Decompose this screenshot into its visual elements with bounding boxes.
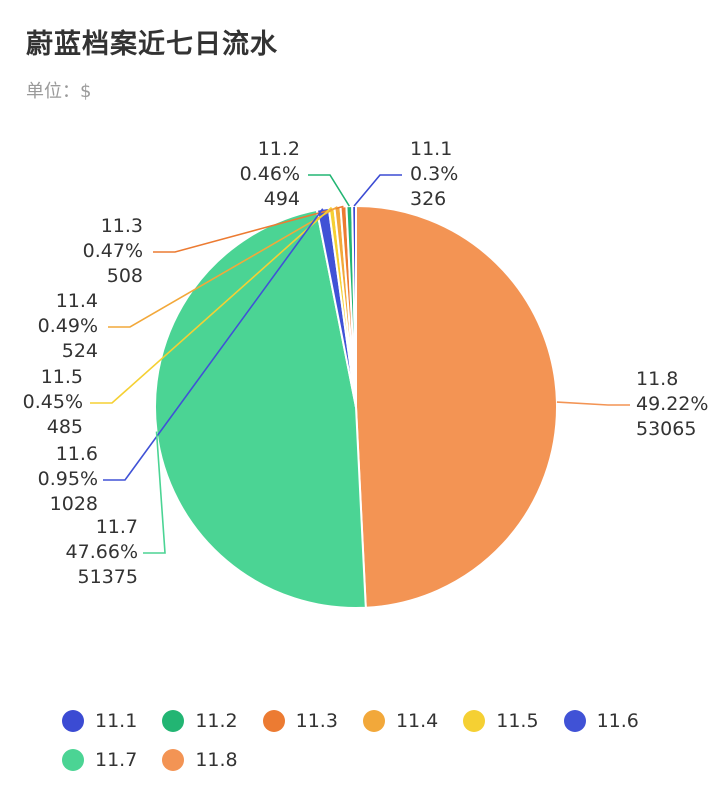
data-label-11.3-category: 11.3 [101,215,143,237]
unit-label: 单位：$ [26,81,92,102]
legend-label: 11.4 [395,710,439,732]
data-label-11.2-percent: 0.46% [240,163,300,185]
legend-marker-icon [162,710,185,732]
leader-line-11.5 [90,206,333,404]
legend-item-11.6[interactable]: 11.6 [563,706,639,736]
data-label-11.7-category: 11.7 [96,516,138,538]
data-label-11.2-value: 494 [264,188,300,210]
legend-item-11.2[interactable]: 11.2 [162,706,238,736]
legend-label: 11.7 [95,749,138,771]
data-label-11.6-category: 11.6 [56,443,98,465]
legend-marker-icon [563,710,586,732]
data-label-11.7-percent: 47.66% [66,541,138,563]
data-label-11.1-category: 11.1 [410,138,452,160]
leader-line-11.7 [143,431,166,554]
legend-marker-icon [162,749,185,771]
legend-item-11.1[interactable]: 11.1 [62,706,137,736]
data-label-11.6-percent: 0.95% [38,468,98,490]
data-label-11.4-category: 11.4 [56,290,98,312]
pie-slice-11.8[interactable] [355,204,559,609]
legend-label: 11.8 [195,749,238,771]
legend-item-11.3[interactable]: 11.3 [262,706,338,736]
leader-line-11.1 [353,174,402,207]
legend-label: 11.5 [496,710,539,732]
legend-marker-icon [362,710,385,732]
legend-label: 11.1 [95,710,138,732]
data-label-11.2-category: 11.2 [258,138,300,160]
legend-item-11.4[interactable]: 11.4 [362,706,439,736]
leader-line-11.3 [153,205,344,253]
legend-marker-icon [463,710,486,732]
legend-label: 11.6 [596,710,639,732]
data-label-11.8-category: 11.8 [636,368,678,390]
chart-title: 蔚蓝档案近七日流水 [26,29,278,60]
legend-item-11.7[interactable]: 11.7 [62,745,137,775]
legend-marker-icon [262,710,285,732]
data-label-11.3-percent: 0.47% [83,240,143,262]
data-label-11.7-value: 51375 [78,566,138,588]
data-label-11.8-percent: 49.22% [636,393,708,415]
leader-line-11.8 [556,401,630,406]
legend-item-11.8[interactable]: 11.8 [162,745,238,775]
data-label-11.5-value: 485 [47,416,83,438]
legend-label: 11.3 [295,710,338,732]
data-label-11.6-value: 1028 [50,493,98,515]
legend-marker-icon [62,710,84,732]
data-label-11.4-percent: 0.49% [38,315,98,337]
leader-line-11.2 [308,174,350,207]
data-label-11.1-value: 326 [410,188,446,210]
legend-item-11.5[interactable]: 11.5 [463,706,539,736]
leader-line-11.6 [103,208,324,481]
data-label-11.4-value: 524 [62,340,98,362]
data-label-11.8-value: 53065 [636,418,696,440]
pie-slice-11.7[interactable] [154,208,367,609]
legend-label: 11.2 [195,710,238,732]
legend: 11.1 11.2 11.3 11.4 11.5 11.6 11.7 11.8 [62,706,702,775]
leader-line-11.4 [108,206,338,328]
data-label-11.3-value: 508 [107,265,143,287]
data-label-11.5-category: 11.5 [41,366,83,388]
data-label-11.1-percent: 0.3% [410,163,458,185]
pie-chart: 11.1 0.3% 326 11.2 0.46% 494 11.3 0.47% 508 11.4 0… [23,138,708,609]
data-label-11.5-percent: 0.45% [23,391,83,413]
legend-marker-icon [62,749,84,771]
